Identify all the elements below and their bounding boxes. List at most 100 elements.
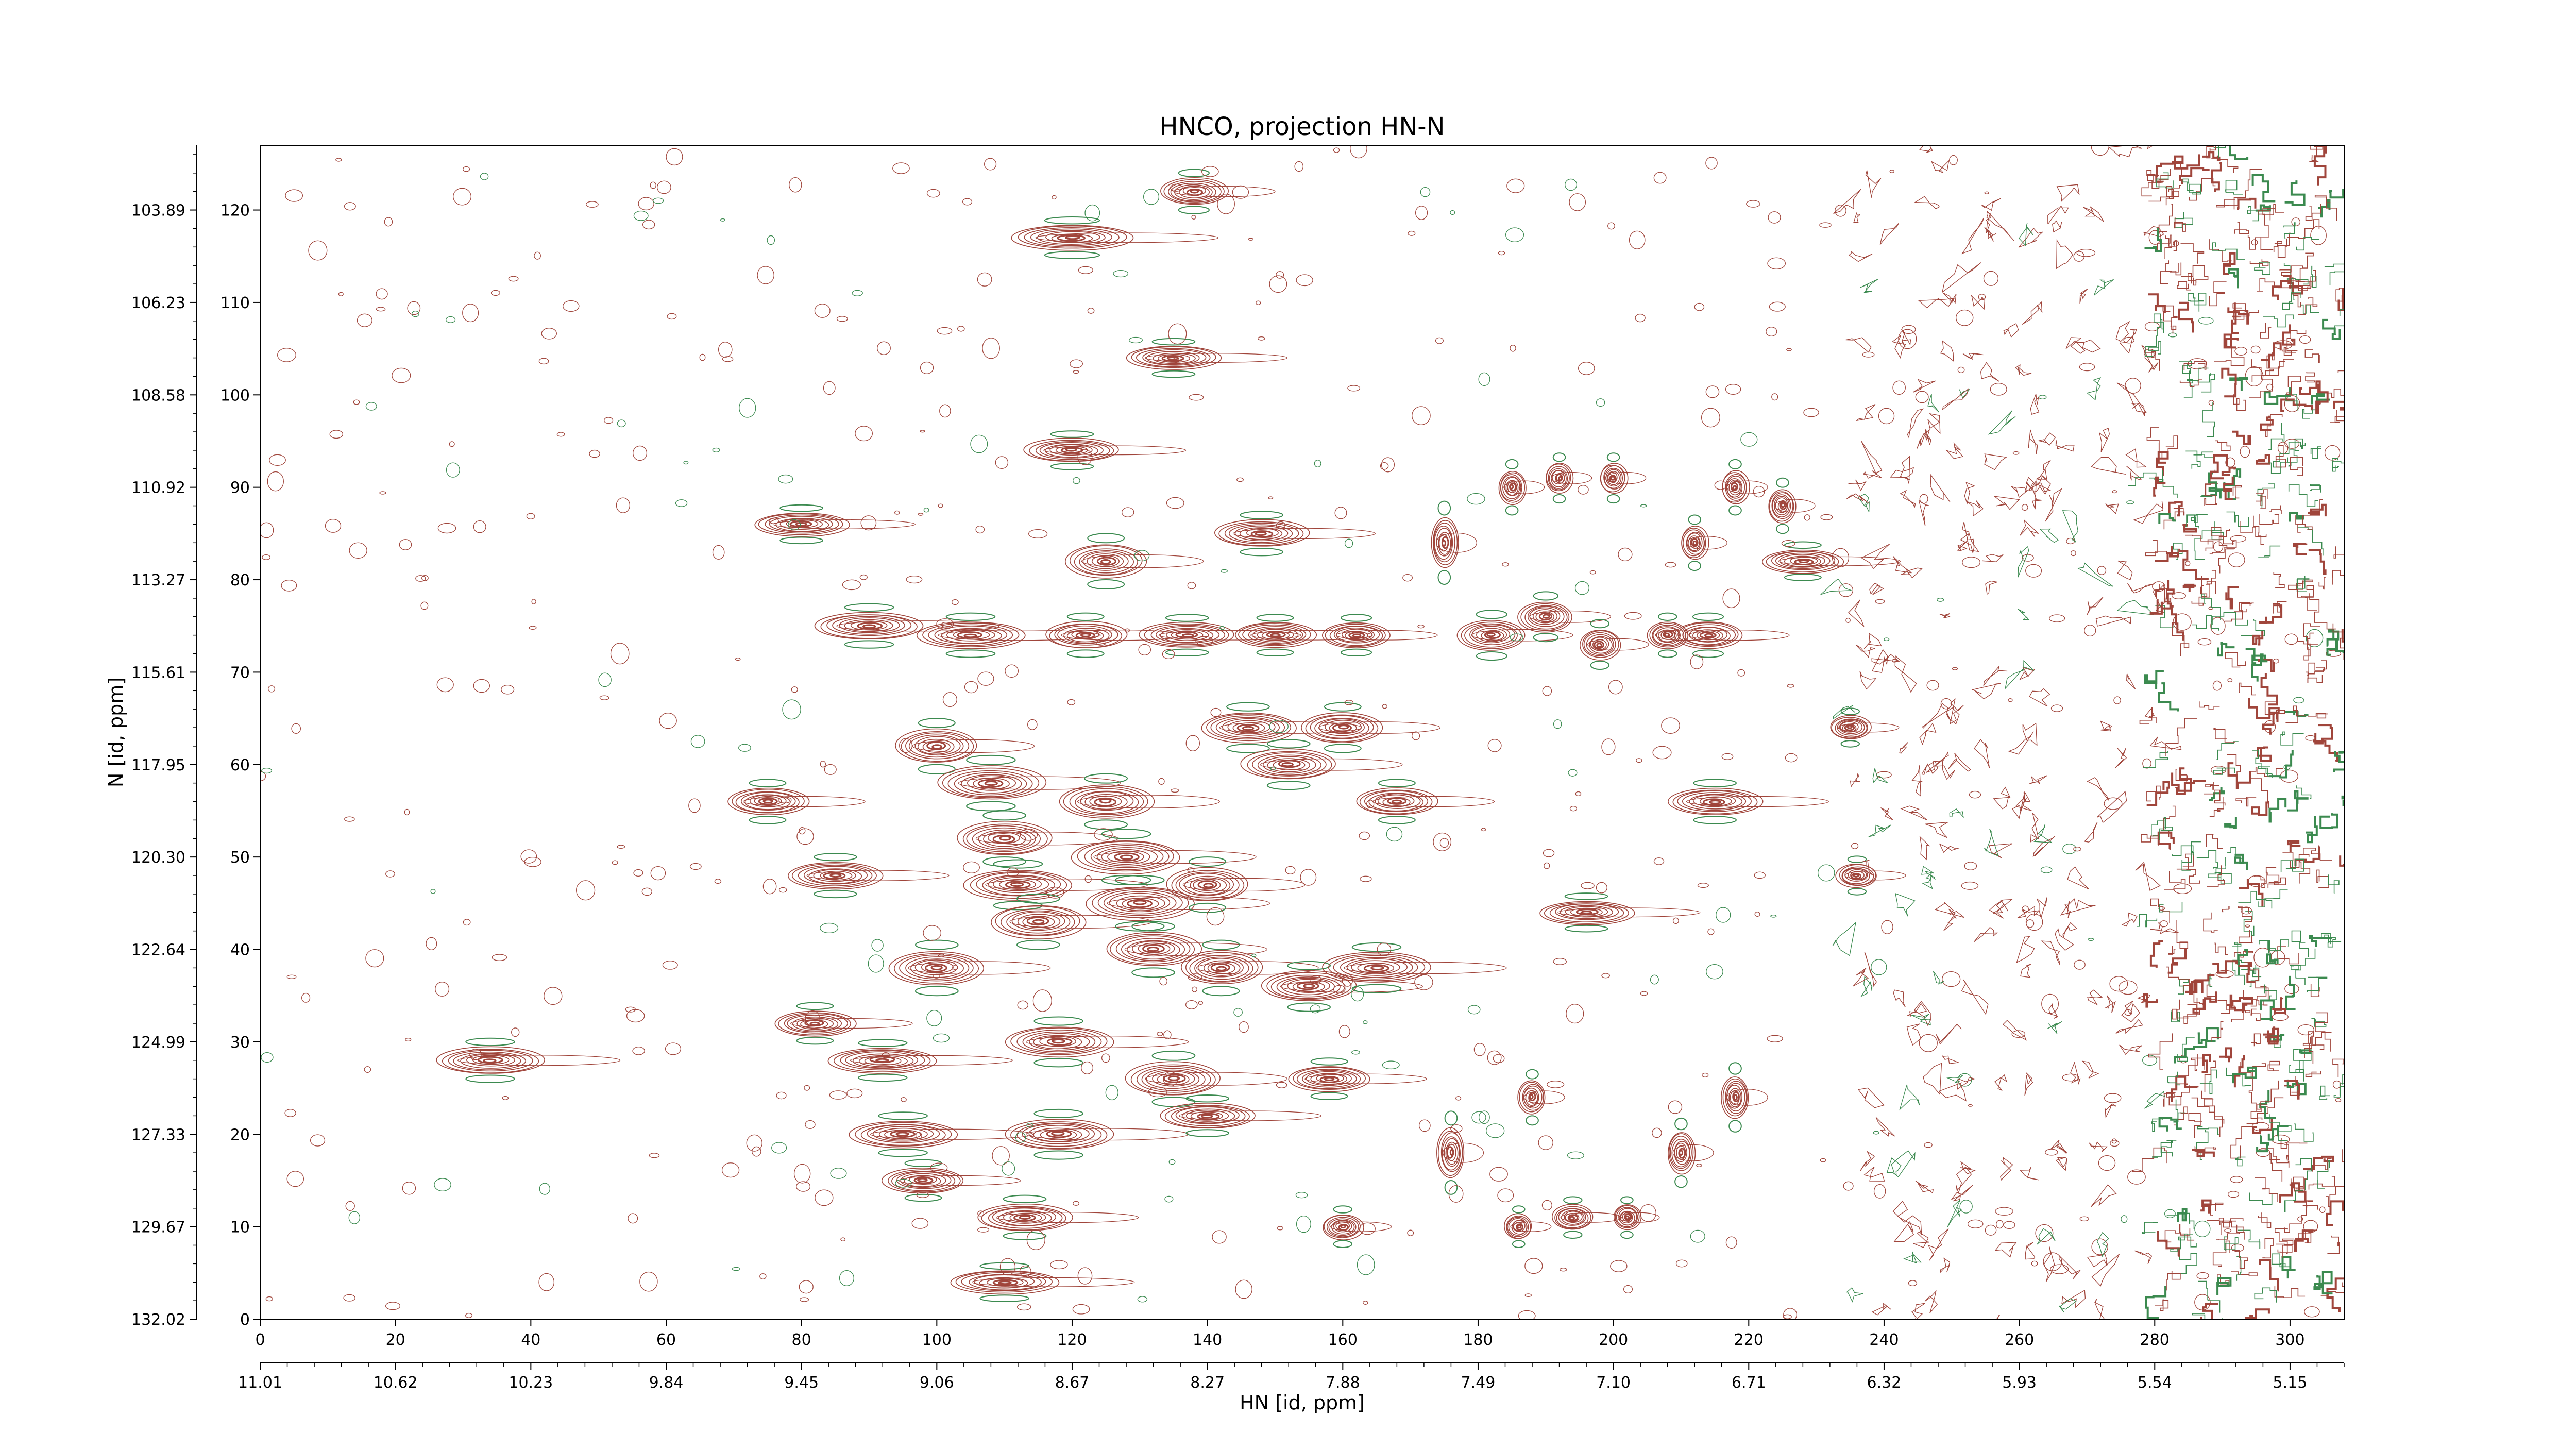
noise-contour bbox=[2232, 959, 2251, 985]
noise-contour bbox=[2283, 222, 2296, 239]
peak-contour bbox=[1160, 177, 1229, 205]
peak-contour bbox=[1139, 621, 1234, 648]
noise-contour bbox=[2073, 251, 2085, 262]
noise-contour bbox=[2309, 593, 2336, 630]
peak-negative-lobe bbox=[1657, 612, 1677, 621]
peak-contour bbox=[1445, 1141, 1459, 1165]
peak-negative-lobe bbox=[1287, 961, 1331, 970]
noise-contour bbox=[1949, 808, 1964, 818]
noise-contour bbox=[2137, 914, 2158, 928]
noise-contour bbox=[2266, 953, 2279, 965]
noise-contour bbox=[2161, 435, 2178, 459]
peak bbox=[1023, 430, 1187, 470]
noise-contour bbox=[1164, 1195, 1174, 1203]
peak-contour bbox=[1039, 442, 1104, 459]
noise-contour bbox=[1569, 805, 1578, 812]
noise-contour bbox=[2077, 562, 2113, 587]
noise-contour bbox=[1661, 717, 1680, 734]
noise-contour bbox=[1578, 485, 1589, 495]
noise-contour bbox=[2253, 948, 2272, 968]
peak-negative-lobe bbox=[1050, 463, 1094, 470]
noise-contour bbox=[938, 953, 945, 957]
noise-contour bbox=[2211, 1021, 2224, 1042]
noise-contour bbox=[2043, 1246, 2055, 1282]
noise-contour bbox=[1005, 664, 1019, 678]
noise-contour bbox=[1876, 771, 1892, 779]
peak-contour bbox=[1444, 1138, 1460, 1167]
noise-contour bbox=[2235, 797, 2257, 807]
peak-contour bbox=[1325, 624, 1386, 647]
noise-contour bbox=[2177, 281, 2191, 291]
noise-contour bbox=[2210, 454, 2228, 480]
noise-contour bbox=[2158, 204, 2173, 232]
noise-contour bbox=[938, 503, 943, 508]
noise-contour bbox=[508, 276, 519, 282]
noise-contour bbox=[2232, 430, 2251, 445]
x-ppm-tick-label: 10.23 bbox=[509, 1374, 553, 1392]
noise-contour bbox=[2231, 1220, 2244, 1233]
noise-contour bbox=[2052, 220, 2062, 233]
noise-contour bbox=[1898, 329, 1917, 349]
noise-contour bbox=[2282, 324, 2296, 346]
noise-contour bbox=[1936, 1023, 1962, 1045]
noise-contour bbox=[2255, 1177, 2278, 1202]
noise-contour bbox=[402, 1182, 416, 1195]
noise-contour bbox=[2182, 178, 2194, 192]
peak-contour bbox=[1688, 535, 1701, 551]
peak bbox=[1356, 779, 1495, 824]
peak-contour bbox=[1471, 626, 1511, 644]
peak bbox=[849, 1111, 1033, 1157]
noise-contour bbox=[633, 869, 643, 877]
noise-contour bbox=[2232, 310, 2259, 318]
noise-contour bbox=[2330, 410, 2344, 423]
noise-contour bbox=[2181, 852, 2194, 871]
noise-contour bbox=[2251, 1033, 2261, 1047]
noise-contour bbox=[1690, 654, 1704, 669]
noise-contour bbox=[1296, 274, 1313, 287]
noise-contour bbox=[1962, 557, 1981, 568]
noise-contour bbox=[1900, 490, 1916, 509]
peak-negative-lobe bbox=[1003, 1232, 1047, 1240]
noise-contour bbox=[1906, 1023, 1922, 1046]
noise-contour bbox=[310, 1134, 326, 1147]
peak bbox=[1240, 739, 1403, 790]
peak-contour bbox=[727, 787, 810, 816]
noise-contour bbox=[2306, 629, 2324, 647]
noise-contour bbox=[1907, 408, 1924, 439]
noise-contour bbox=[2246, 1097, 2284, 1124]
peak-negative-lobe bbox=[813, 852, 857, 862]
noise-contour bbox=[492, 954, 507, 961]
peak-tail bbox=[457, 1055, 621, 1066]
noise-contour bbox=[2194, 1220, 2211, 1238]
peak-contour bbox=[1082, 551, 1129, 571]
peak-contour bbox=[1674, 621, 1743, 649]
noise-contour bbox=[1879, 223, 1899, 245]
noise-contour bbox=[1911, 1014, 1931, 1026]
noise-contour bbox=[916, 1192, 929, 1198]
peak-contour bbox=[1075, 790, 1139, 814]
noise-contour bbox=[992, 1146, 1010, 1166]
peak-negative-lobe bbox=[1476, 651, 1507, 661]
noise-contour bbox=[2016, 936, 2035, 964]
noise-contour bbox=[2249, 375, 2273, 398]
x-ppm-tick-label: 10.62 bbox=[374, 1374, 418, 1392]
noise-contour bbox=[769, 517, 779, 524]
noise-contour bbox=[2062, 844, 2077, 854]
noise-contour bbox=[1989, 900, 2008, 919]
peak-contour bbox=[833, 1049, 931, 1073]
noise-contour bbox=[933, 1033, 950, 1043]
peak-contour bbox=[1203, 960, 1241, 976]
noise-contour bbox=[2117, 560, 2133, 580]
noise-contour bbox=[2256, 454, 2270, 465]
noise-contour bbox=[1334, 507, 1347, 519]
noise-contour bbox=[285, 189, 303, 202]
noise-contour bbox=[859, 574, 868, 580]
noise-contour bbox=[2183, 1004, 2200, 1024]
peak bbox=[881, 1159, 1021, 1202]
noise-contour bbox=[612, 860, 618, 865]
peak-contour bbox=[888, 1169, 961, 1192]
peak-negative-lobe bbox=[1310, 1057, 1348, 1066]
x-index-tick-label: 40 bbox=[521, 1331, 540, 1349]
peak-negative-lobe bbox=[1050, 430, 1094, 438]
noise-contour bbox=[534, 251, 541, 260]
